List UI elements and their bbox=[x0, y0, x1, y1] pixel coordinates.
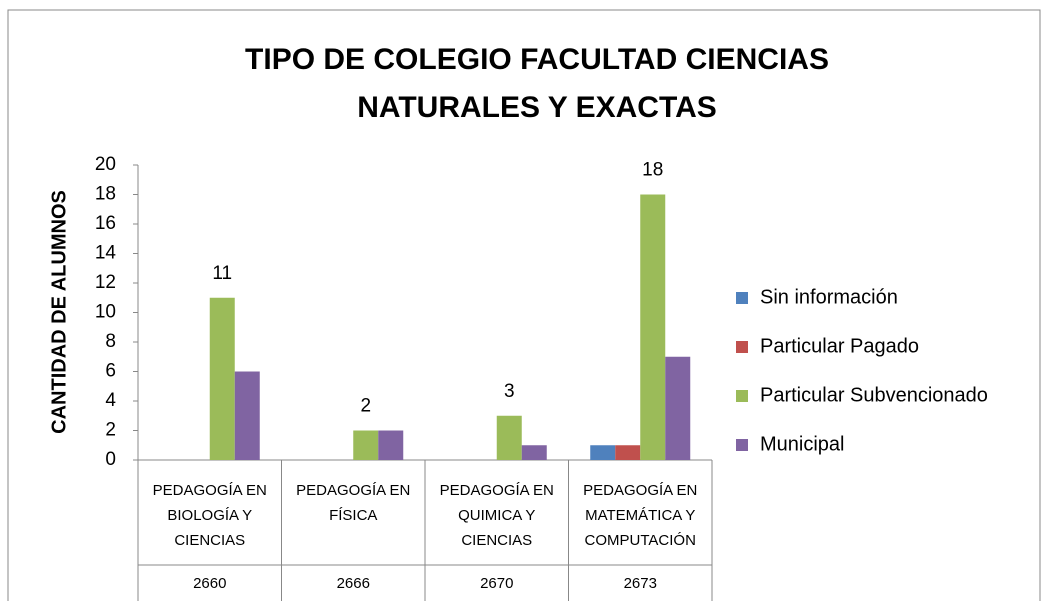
bar bbox=[590, 445, 616, 460]
y-tick-label: 20 bbox=[95, 154, 116, 175]
category-code: 2670 bbox=[480, 575, 514, 592]
bar bbox=[665, 356, 691, 460]
legend-swatch bbox=[736, 341, 748, 353]
data-label: 11 bbox=[212, 263, 232, 284]
legend-label: Particular Pagado bbox=[760, 335, 919, 357]
bar bbox=[234, 371, 260, 460]
data-label: 18 bbox=[642, 160, 663, 181]
bar bbox=[496, 415, 522, 460]
y-tick-label: 6 bbox=[105, 361, 116, 382]
y-tick-label: 18 bbox=[95, 184, 116, 205]
category-code: 2660 bbox=[193, 575, 227, 592]
bar bbox=[521, 445, 547, 460]
bar bbox=[378, 430, 404, 460]
bar bbox=[640, 194, 666, 460]
y-tick-label: 2 bbox=[105, 420, 116, 441]
y-tick-label: 16 bbox=[95, 213, 116, 234]
x-tick-label: PEDAGOGÍA EN BIOLOGÍA Y CIENCIAS bbox=[152, 482, 267, 549]
y-tick-label: 10 bbox=[95, 302, 116, 323]
x-tick-label: PEDAGOGÍA EN QUIMICA Y CIENCIAS bbox=[439, 482, 554, 549]
y-tick-label: 8 bbox=[105, 331, 116, 352]
chart-title: TIPO DE COLEGIO FACULTAD CIENCIAS NATURA… bbox=[245, 43, 829, 124]
y-tick-label: 4 bbox=[105, 390, 116, 411]
legend-swatch bbox=[736, 390, 748, 402]
legend-label: Sin información bbox=[760, 286, 898, 308]
y-tick-label: 12 bbox=[95, 272, 116, 293]
category-code: 2673 bbox=[623, 575, 657, 592]
y-axis-title: CANTIDAD DE ALUMNOS bbox=[48, 190, 70, 434]
legend-swatch bbox=[736, 439, 748, 451]
legend-swatch bbox=[736, 292, 748, 304]
frame bbox=[7, 9, 1041, 601]
legend-label: Municipal bbox=[760, 433, 844, 455]
bar bbox=[353, 430, 379, 460]
x-tick-label: PEDAGOGÍA EN MATEMÁTICA Y COMPUTACIÓN bbox=[583, 482, 698, 549]
data-label: 2 bbox=[360, 396, 371, 417]
bar bbox=[615, 445, 641, 460]
y-tick-label: 14 bbox=[95, 243, 117, 264]
y-tick-label: 0 bbox=[105, 449, 116, 470]
category-code: 2666 bbox=[336, 575, 370, 592]
legend-label: Particular Subvencionado bbox=[760, 384, 988, 406]
x-tick-label: PEDAGOGÍA EN FÍSICA bbox=[296, 482, 411, 524]
data-label: 3 bbox=[504, 381, 515, 402]
bar bbox=[209, 297, 235, 460]
